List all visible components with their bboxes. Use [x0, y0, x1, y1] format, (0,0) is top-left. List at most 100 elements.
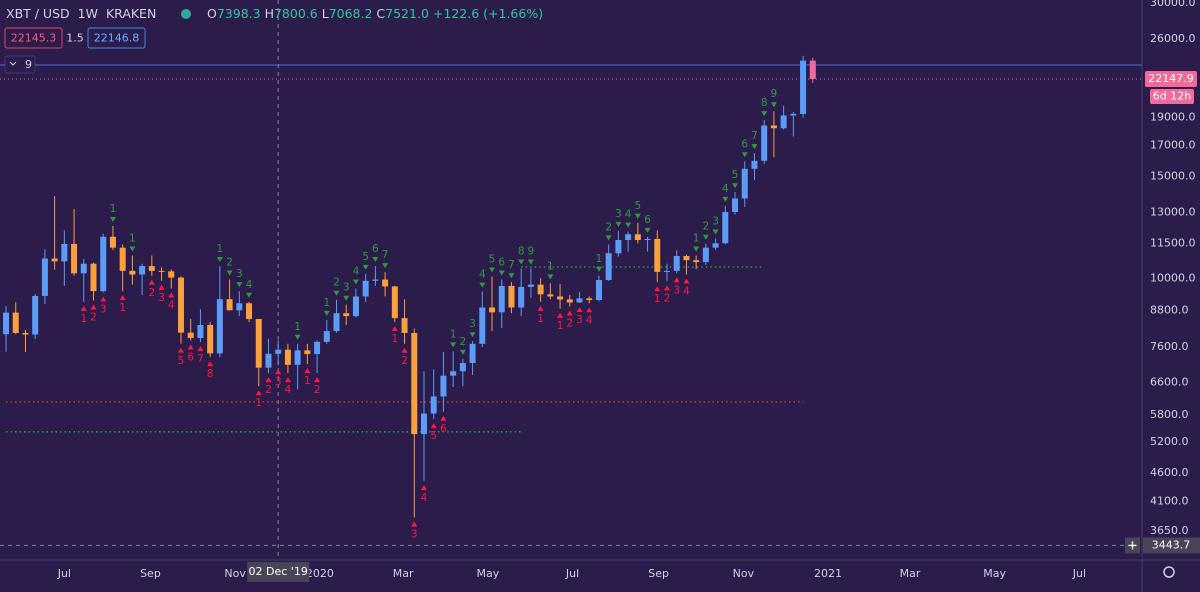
setup-count: 1: [654, 293, 661, 305]
setup-triangle: [722, 196, 729, 202]
candle-body: [362, 280, 369, 297]
crosshair-date: 02 Dec '19: [249, 565, 308, 578]
candle-body: [80, 263, 87, 274]
indicator-toggle[interactable]: [4, 55, 36, 74]
setup-count: 7: [508, 259, 515, 271]
x-tick-label: Nov: [224, 567, 246, 580]
x-tick-label: Nov: [733, 567, 755, 580]
candle-body: [187, 332, 194, 338]
last-price-label: 22147.9: [1148, 72, 1194, 85]
last-price-box: [1145, 71, 1197, 88]
setup-triangle: [304, 368, 311, 374]
x-tick-label: May: [983, 567, 1006, 580]
candle-body: [430, 396, 437, 414]
candle-body: [634, 234, 641, 241]
setup-triangle: [197, 346, 204, 352]
candle-body: [586, 298, 593, 301]
setup-triangle: [440, 415, 447, 421]
setup-count: 4: [421, 492, 428, 504]
ohlc-letter: L: [322, 6, 329, 21]
candle-body: [391, 286, 398, 319]
y-tick-label: 7600.0: [1150, 340, 1189, 353]
candle-body: [22, 332, 29, 335]
candle-body: [741, 168, 748, 199]
setup-count: 1: [294, 321, 301, 333]
candle-body: [663, 270, 670, 272]
setup-count: 3: [673, 284, 680, 296]
candle-body: [673, 256, 680, 271]
candle-body: [119, 247, 126, 271]
setup-count: 1: [217, 243, 224, 255]
y-tick-label: 30000.0: [1150, 0, 1196, 9]
candle-body: [372, 279, 379, 281]
candle-body: [41, 258, 48, 296]
setup-count: 4: [168, 300, 175, 312]
y-tick-label: 11500.0: [1150, 236, 1196, 249]
candle-body: [304, 350, 311, 355]
candle-body: [800, 60, 807, 114]
ask-box[interactable]: [87, 27, 146, 49]
setup-count: 4: [586, 314, 593, 326]
status-dot[interactable]: [181, 9, 191, 19]
setup-triangle: [566, 310, 573, 316]
candle-body: [333, 313, 340, 332]
candle-body: [644, 238, 651, 241]
y-tick-label: 8800.0: [1150, 303, 1189, 316]
candle-body: [537, 284, 544, 295]
candle-body: [177, 277, 184, 333]
candle-body: [158, 270, 165, 272]
setup-triangle: [314, 377, 321, 383]
setup-count: 1: [80, 313, 87, 325]
setup-triangle: [284, 377, 291, 383]
bid[interactable]: 22145.3: [11, 32, 57, 45]
setup-triangle: [352, 279, 359, 285]
setup-count: 1: [110, 203, 117, 215]
spread: 1.5: [66, 32, 84, 45]
setup-count: 5: [178, 355, 185, 367]
candle-body: [761, 125, 768, 161]
candle-body: [780, 115, 787, 129]
setup-triangle: [119, 295, 126, 301]
setup-triangle: [732, 183, 739, 189]
setup-count: 4: [722, 183, 729, 195]
setup-count: 2: [265, 384, 272, 396]
candle-body: [489, 307, 496, 313]
setup-count: 3: [469, 318, 476, 330]
setup-triangle: [595, 266, 602, 272]
settings-button[interactable]: [1163, 566, 1175, 578]
setup-triangle: [712, 229, 719, 235]
setup-count: 3: [343, 282, 350, 294]
candle-body: [216, 299, 223, 354]
setup-triangle: [401, 347, 408, 353]
setup-triangle: [411, 521, 418, 527]
candle-body: [12, 312, 19, 333]
candle-body: [479, 307, 486, 344]
candle-body: [654, 238, 661, 272]
setup-triangle: [109, 217, 116, 223]
setup-count: 2: [460, 336, 467, 348]
setup-triangle: [479, 282, 486, 288]
candle-body: [226, 299, 233, 311]
ohlc-value: 7068.2: [329, 6, 373, 21]
ohlc-letter: H: [265, 6, 274, 21]
candle-body: [751, 160, 758, 169]
candle-body: [382, 279, 389, 287]
ask[interactable]: 22146.8: [94, 32, 140, 45]
setup-triangle: [634, 213, 641, 219]
setup-count: 8: [207, 368, 214, 380]
candle-body: [129, 270, 136, 275]
setup-count: 7: [382, 249, 389, 261]
setup-triangle: [265, 377, 272, 383]
candle-body: [32, 295, 39, 335]
setup-count: 5: [489, 254, 496, 266]
candle-body: [197, 324, 204, 338]
setup-count: 2: [566, 318, 573, 330]
setup-count: 1: [304, 375, 311, 387]
bid-box[interactable]: [4, 27, 63, 49]
setup-count: 3: [236, 268, 243, 280]
setup-triangle: [615, 221, 622, 227]
y-tick-label: 4600.0: [1150, 466, 1189, 479]
setup-count: 7: [197, 353, 204, 365]
setup-triangle: [129, 246, 136, 252]
y-tick-label: 5800.0: [1150, 408, 1189, 421]
